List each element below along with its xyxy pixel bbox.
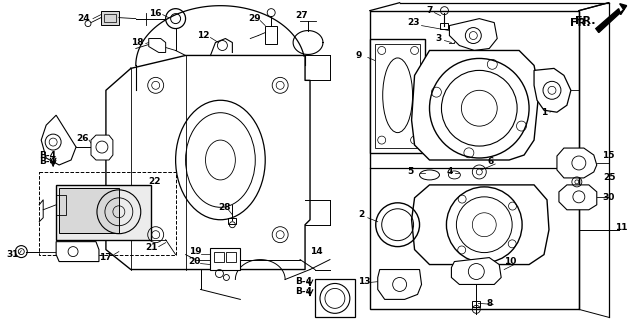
Polygon shape	[559, 185, 597, 210]
Text: 3: 3	[436, 34, 442, 43]
Text: 25: 25	[603, 173, 615, 182]
Text: 19: 19	[189, 247, 201, 256]
Text: 14: 14	[310, 247, 323, 256]
Polygon shape	[451, 258, 501, 284]
Text: 21: 21	[146, 243, 158, 252]
Text: 6: 6	[487, 157, 494, 166]
Polygon shape	[557, 148, 597, 178]
Text: 7: 7	[427, 6, 433, 15]
Bar	[104, 14, 116, 22]
Text: 15: 15	[602, 150, 614, 160]
Text: 12: 12	[197, 31, 210, 40]
Bar	[370, 11, 579, 309]
Polygon shape	[411, 185, 549, 265]
Polygon shape	[149, 38, 166, 52]
Text: 4: 4	[446, 167, 453, 176]
Text: 8: 8	[486, 299, 492, 308]
Bar	[227, 252, 236, 261]
Text: FR.: FR.	[575, 16, 596, 26]
Text: 1: 1	[541, 108, 548, 117]
Bar	[59, 188, 119, 233]
Text: 28: 28	[218, 203, 231, 212]
Polygon shape	[596, 4, 627, 33]
Text: 9: 9	[356, 51, 362, 60]
Text: 5: 5	[408, 167, 414, 176]
Bar	[56, 195, 66, 215]
Text: 27: 27	[295, 11, 308, 20]
Bar	[370, 38, 425, 153]
Polygon shape	[378, 269, 422, 300]
Text: 22: 22	[149, 177, 161, 187]
Text: B-4: B-4	[295, 277, 312, 286]
Bar	[39, 172, 175, 255]
Text: 24: 24	[77, 14, 90, 23]
Bar	[215, 252, 225, 261]
Text: 20: 20	[189, 257, 201, 266]
Text: 30: 30	[603, 193, 615, 202]
Bar	[101, 11, 119, 25]
Polygon shape	[41, 115, 76, 165]
Text: 18: 18	[131, 38, 143, 47]
Text: 29: 29	[248, 14, 261, 23]
Text: B-4: B-4	[39, 157, 56, 166]
Text: 23: 23	[408, 18, 420, 27]
Text: FR.: FR.	[570, 18, 591, 28]
Bar	[265, 26, 277, 44]
Bar	[210, 248, 241, 269]
Polygon shape	[449, 19, 497, 51]
Text: B-4: B-4	[295, 287, 312, 296]
Text: 31: 31	[6, 250, 19, 259]
Bar	[472, 301, 480, 307]
Text: 17: 17	[99, 253, 111, 262]
Text: 10: 10	[504, 257, 517, 266]
Polygon shape	[411, 51, 539, 160]
Polygon shape	[91, 135, 113, 160]
Bar	[375, 44, 420, 148]
Bar	[315, 279, 355, 317]
Bar	[229, 218, 236, 224]
Bar	[441, 23, 448, 28]
Text: 26: 26	[76, 133, 89, 143]
Text: 11: 11	[615, 223, 627, 232]
Polygon shape	[534, 68, 571, 112]
Bar	[56, 185, 151, 240]
Text: 16: 16	[149, 9, 161, 18]
Text: B-4: B-4	[39, 150, 56, 160]
Polygon shape	[56, 242, 99, 261]
Text: 13: 13	[358, 277, 370, 286]
Text: 2: 2	[358, 210, 364, 219]
